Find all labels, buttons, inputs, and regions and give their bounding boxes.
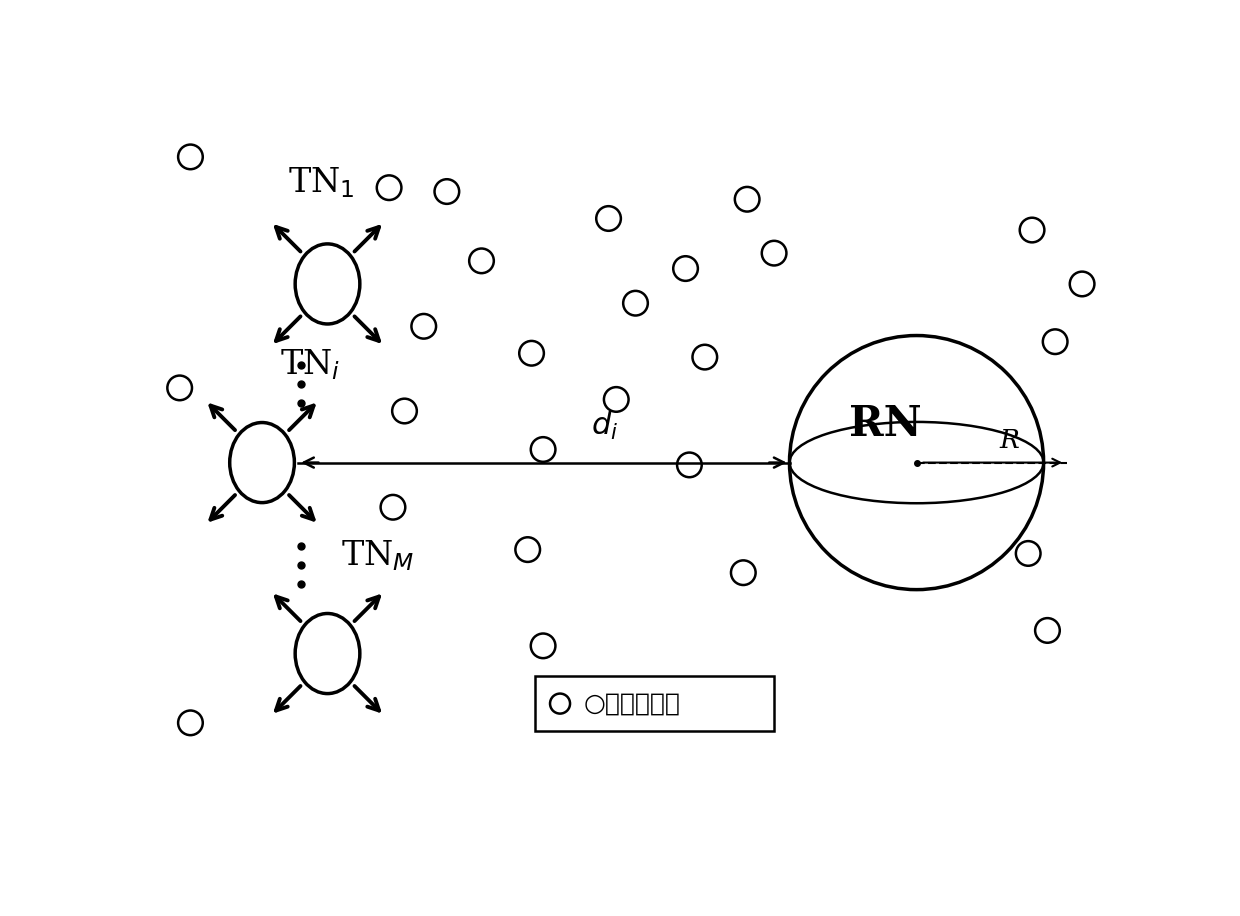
Text: RN: RN [849, 403, 923, 445]
Text: $d_i$: $d_i$ [591, 409, 619, 442]
Text: R: R [999, 429, 1019, 453]
Text: TN$_1$: TN$_1$ [288, 165, 355, 200]
Text: TN$_i$: TN$_i$ [280, 348, 340, 383]
Text: TN$_M$: TN$_M$ [341, 539, 414, 573]
Text: ○：信息分子: ○：信息分子 [583, 692, 680, 715]
